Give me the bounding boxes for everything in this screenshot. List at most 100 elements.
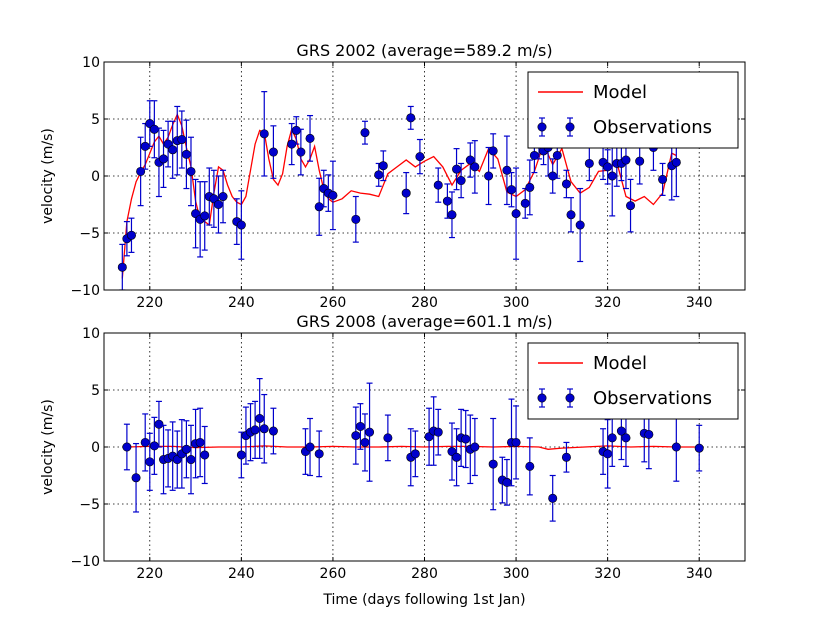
- observation-point: [195, 437, 205, 447]
- observation-point: [506, 185, 516, 195]
- x-axis-label: Time (days following 1st Jan): [322, 592, 525, 608]
- observation-point: [470, 162, 480, 172]
- x-tick-label: 260: [320, 566, 347, 582]
- observation-point: [561, 179, 571, 189]
- observation-point: [566, 210, 576, 220]
- legend-model-label: Model: [593, 353, 647, 374]
- observation-point: [250, 425, 260, 435]
- observation-point: [410, 449, 420, 459]
- observation-point: [452, 164, 462, 174]
- observation-point: [671, 442, 681, 452]
- observation-point: [484, 171, 494, 181]
- observation-point: [488, 459, 498, 469]
- observation-point: [126, 230, 136, 240]
- observation-point: [575, 220, 585, 230]
- observation-point: [378, 161, 388, 171]
- y-tick-label: −5: [79, 226, 100, 242]
- observation-point: [154, 419, 164, 429]
- chart-title: GRS 2002 (average=589.2 m/s): [296, 41, 552, 60]
- observation-point: [236, 450, 246, 460]
- observation-point: [621, 155, 631, 165]
- x-tick-label: 300: [503, 295, 530, 311]
- observation-point: [218, 192, 228, 202]
- observation-point: [136, 166, 146, 176]
- y-tick-label: 10: [82, 326, 100, 342]
- observation-point: [548, 493, 558, 503]
- observation-point: [511, 437, 521, 447]
- observation-point: [360, 437, 370, 447]
- y-tick-label: −10: [70, 283, 100, 299]
- plot-data-area: [122, 378, 704, 522]
- observation-point: [452, 452, 462, 462]
- observation-point: [635, 156, 645, 166]
- observation-point: [644, 429, 654, 439]
- legend-box: [527, 342, 739, 420]
- observation-point: [488, 146, 498, 156]
- observation-point: [365, 427, 375, 437]
- observation-point: [658, 174, 668, 184]
- observation-point: [520, 198, 530, 208]
- observation-point: [671, 157, 681, 167]
- observation-point: [213, 200, 223, 210]
- observation-point: [305, 442, 315, 452]
- observation-point: [383, 433, 393, 443]
- x-tick-label: 300: [503, 566, 530, 582]
- observation-point: [145, 457, 155, 467]
- observation-point: [259, 129, 269, 139]
- observation-point: [442, 196, 452, 206]
- observation-point: [511, 209, 521, 219]
- observation-point: [470, 442, 480, 452]
- legend-box: [527, 71, 739, 149]
- observation-point: [122, 442, 132, 452]
- chart-title: GRS 2008 (average=601.1 m/s): [296, 312, 552, 331]
- observation-point: [603, 162, 613, 172]
- observation-point: [561, 452, 571, 462]
- observation-point: [305, 133, 315, 143]
- observation-point: [200, 450, 210, 460]
- model-line: [126, 445, 695, 450]
- y-tick-label: −10: [70, 554, 100, 570]
- observation-point: [552, 150, 562, 160]
- observation-point: [255, 413, 265, 423]
- y-axis-label: velocity (m/s): [40, 399, 56, 495]
- x-tick-label: 280: [411, 566, 438, 582]
- legend-observations-label: Observations: [593, 388, 712, 409]
- x-tick-label: 340: [686, 295, 713, 311]
- observation-point: [186, 455, 196, 465]
- x-tick-label: 280: [411, 295, 438, 311]
- y-tick-label: 0: [91, 440, 100, 456]
- observation-point: [607, 433, 617, 443]
- observation-point: [140, 437, 150, 447]
- legend-obs-marker: [537, 393, 547, 403]
- observation-point: [149, 441, 159, 451]
- observation-point: [548, 171, 558, 181]
- observation-point: [374, 170, 384, 180]
- y-tick-label: 5: [91, 383, 100, 399]
- observation-point: [117, 262, 127, 272]
- y-tick-label: 0: [91, 169, 100, 185]
- observation-point: [401, 188, 411, 198]
- x-tick-label: 220: [136, 295, 163, 311]
- legend-observations-label: Observations: [593, 117, 712, 138]
- x-tick-label: 340: [686, 566, 713, 582]
- observation-point: [607, 171, 617, 181]
- observation-point: [200, 211, 210, 221]
- observation-point: [433, 427, 443, 437]
- x-tick-label: 260: [320, 295, 347, 311]
- observation-point: [525, 182, 535, 192]
- observation-point: [268, 147, 278, 157]
- observation-point: [461, 434, 471, 444]
- observation-point: [268, 426, 278, 436]
- observation-point: [259, 424, 269, 434]
- observation-point: [603, 449, 613, 459]
- observation-point: [415, 152, 425, 162]
- observation-point: [406, 113, 416, 123]
- y-tick-label: 10: [82, 55, 100, 71]
- y-axis-label: velocity (m/s): [40, 128, 56, 224]
- observation-point: [236, 220, 246, 230]
- observation-point: [456, 176, 466, 186]
- x-tick-label: 240: [228, 295, 255, 311]
- legend-model-label: Model: [593, 82, 647, 103]
- observation-point: [502, 165, 512, 175]
- observation-point: [186, 166, 196, 176]
